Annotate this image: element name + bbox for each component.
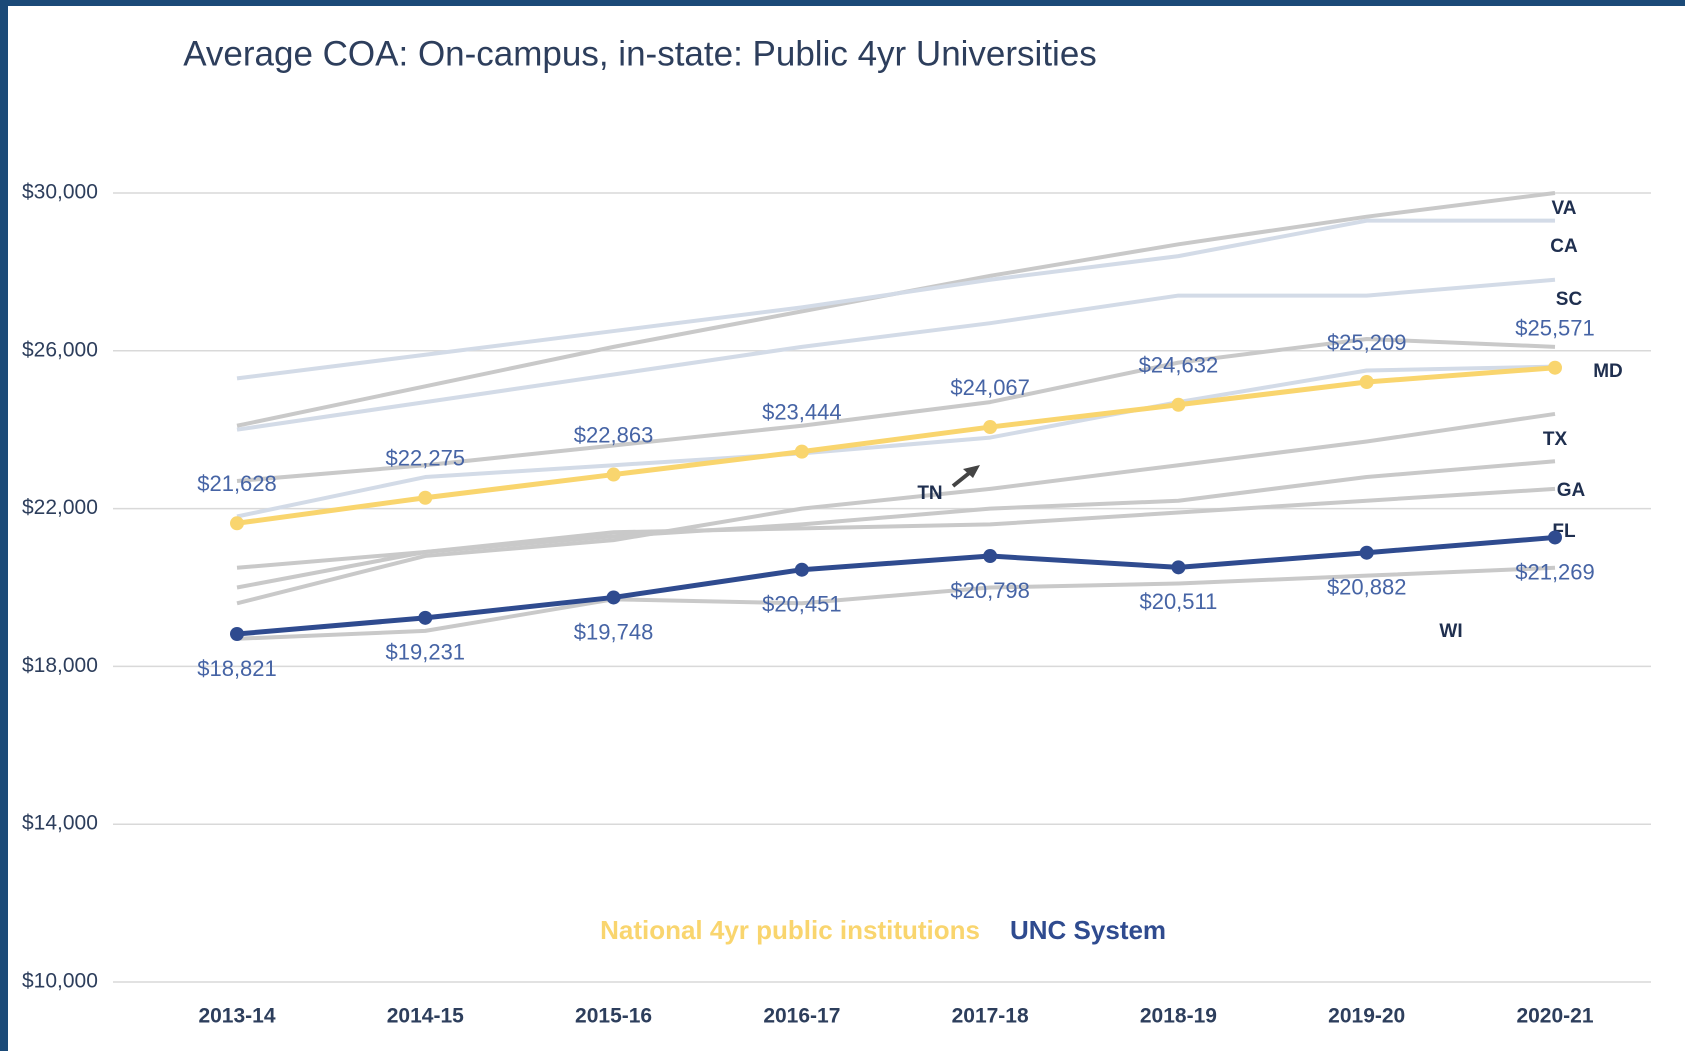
value-label: $23,444	[762, 399, 842, 424]
value-label: $21,269	[1515, 559, 1595, 584]
point	[1359, 375, 1374, 390]
point	[418, 610, 433, 625]
value-label: $24,067	[950, 375, 1030, 400]
series-line	[236, 218, 1555, 381]
series-line	[236, 336, 1556, 483]
point	[1171, 397, 1186, 412]
series-line	[236, 191, 1556, 428]
chart: Average COA: On-campus, in-state: Public…	[8, 6, 1685, 1051]
series-label: GA	[1557, 480, 1586, 501]
series-label: CA	[1550, 236, 1578, 257]
y-tick-label: $18,000	[22, 654, 98, 677]
point	[794, 562, 809, 577]
tn-arrowhead	[963, 465, 980, 478]
y-tick-label: $10,000	[22, 970, 98, 993]
value-label: $19,231	[386, 640, 466, 665]
series-label: VA	[1552, 198, 1577, 219]
series-line	[236, 411, 1556, 606]
x-tick-label: 2018-19	[1140, 1005, 1217, 1028]
point	[230, 627, 244, 642]
series-label: TN	[917, 483, 942, 504]
value-label: $20,511	[1139, 589, 1217, 614]
value-label: $25,209	[1327, 330, 1407, 355]
x-tick-label: 2014-15	[387, 1005, 464, 1028]
point	[606, 590, 621, 605]
y-tick-label: $26,000	[22, 338, 98, 361]
y-tick-label: $30,000	[22, 181, 98, 204]
series-label: TX	[1543, 429, 1568, 450]
point	[418, 490, 433, 505]
series-label: SC	[1556, 289, 1583, 310]
legend-label: National 4yr public institutions	[600, 915, 980, 945]
value-label: $22,863	[574, 422, 654, 447]
point	[230, 516, 244, 531]
value-label: $20,451	[762, 592, 842, 617]
value-label: $20,882	[1327, 575, 1407, 600]
series-line	[236, 277, 1556, 432]
value-label: $21,628	[197, 471, 277, 496]
y-tick-label: $14,000	[22, 812, 98, 835]
point	[1359, 545, 1374, 560]
series-line	[236, 365, 1556, 526]
x-tick-label: 2015-16	[575, 1005, 652, 1028]
x-tick-label: 2016-17	[763, 1005, 840, 1028]
value-label: $19,748	[574, 619, 654, 644]
value-label: $20,798	[950, 578, 1030, 603]
point	[1171, 560, 1186, 575]
legend-label: UNC System	[1010, 915, 1166, 945]
series-label: WI	[1439, 621, 1462, 642]
point	[794, 444, 809, 459]
series-label: MD	[1593, 361, 1623, 382]
y-tick-label: $22,000	[22, 496, 98, 519]
x-tick-label: 2020-21	[1516, 1005, 1593, 1028]
x-tick-label: 2013-14	[198, 1005, 275, 1028]
value-label: $18,821	[197, 656, 277, 681]
x-tick-label: 2017-18	[952, 1005, 1029, 1028]
chart-title: Average COA: On-campus, in-state: Public…	[183, 34, 1097, 73]
x-tick-label: 2019-20	[1328, 1005, 1405, 1028]
point	[606, 467, 621, 482]
value-label: $22,275	[386, 446, 466, 471]
series-line	[236, 565, 1556, 641]
point	[1548, 530, 1562, 545]
value-label: $24,632	[1139, 353, 1219, 378]
series-line	[236, 534, 1556, 637]
point	[983, 420, 998, 435]
point	[983, 549, 998, 564]
point	[1548, 360, 1562, 375]
value-label: $25,571	[1515, 316, 1595, 341]
series-line	[236, 486, 1556, 570]
series-line	[236, 364, 1556, 519]
